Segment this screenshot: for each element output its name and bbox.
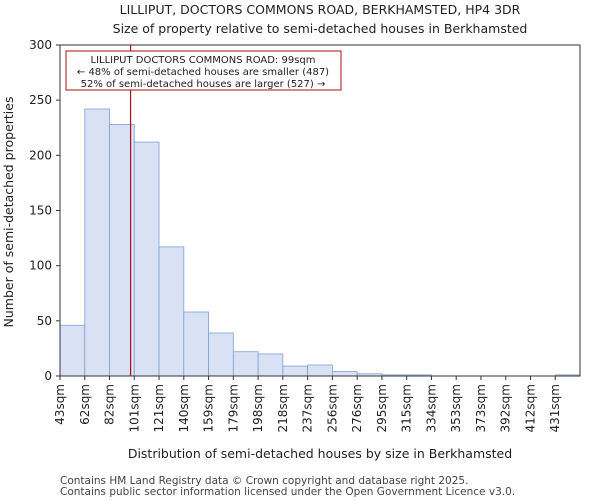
annotation-frame [65,50,342,91]
x-tick-label: 392sqm [499,384,513,432]
y-tick-label: 100 [29,259,52,273]
x-tick-label: 256sqm [325,384,339,432]
bars-group [59,108,581,377]
x-tick-label: 353sqm [449,384,463,432]
bar-179sqm [232,351,259,377]
x-tick-label: 315sqm [400,384,414,432]
x-tick-label: 431sqm [548,384,562,432]
bar-159sqm [208,332,234,377]
y-tick-label: 200 [29,148,52,162]
bar-101sqm [133,141,160,377]
x-tick-label: 82sqm [103,384,117,425]
bar-256sqm [331,371,358,377]
x-tick-label: 237sqm [301,384,315,432]
y-tick-label: 150 [29,204,52,218]
annotation-line-3: 52% of semi-detached houses are larger (… [81,79,326,90]
y-tick-label: 250 [29,93,52,107]
annotation-line-1: LILLIPUT DOCTORS COMMONS ROAD: 99sqm [91,55,316,66]
y-axis-label: Number of semi-detached properties [1,97,16,328]
x-tick-label: 218sqm [276,384,290,432]
y-ticks-group: 0 50 100 150 200 250 300 [29,38,60,383]
chart-subtitle: Size of property relative to semi-detach… [113,21,528,36]
x-tick-label: 198sqm [251,384,265,432]
y-tick-label: 0 [44,369,52,383]
footer-line-1: Contains HM Land Registry data © Crown c… [60,475,468,487]
x-tick-label: 295sqm [375,384,389,432]
x-tick-label: 121sqm [152,384,166,432]
x-tick-label: 179sqm [226,384,240,432]
chart-title: LILLIPUT, DOCTORS COMMONS ROAD, BERKHAMS… [120,2,521,17]
bar-198sqm [257,353,284,377]
annotation-line-2: ← 48% of semi-detached houses are smalle… [77,67,329,78]
y-tick-label: 50 [37,314,52,328]
y-tick-label: 300 [29,38,52,52]
x-tick-label: 373sqm [474,384,488,432]
bar-43sqm [59,324,86,377]
plot-frame [59,44,581,377]
x-tick-label: 62sqm [78,384,92,425]
bar-237sqm [307,364,333,377]
bar-218sqm [282,365,309,377]
footer-line-2: Contains public sector information licen… [60,486,515,498]
annotation-box: LILLIPUT DOCTORS COMMONS ROAD: 99sqm ← 4… [65,50,342,91]
x-tick-label: 159sqm [202,384,216,432]
x-tick-label: 334sqm [424,384,438,432]
bar-140sqm [183,311,209,377]
bar-121sqm [158,246,185,377]
x-axis-label: Distribution of semi-detached houses by … [128,446,512,461]
x-tick-label: 412sqm [523,384,537,432]
x-tick-label: 101sqm [127,384,141,432]
x-tick-label: 43sqm [53,384,67,425]
x-tick-label: 276sqm [350,384,364,432]
x-tick-label: 140sqm [177,384,191,432]
bar-62sqm [84,108,110,377]
x-ticks-group: 43sqm 62sqm 82sqm 101sqm 121sqm 140sqm 159sqm 1… [53,376,562,432]
